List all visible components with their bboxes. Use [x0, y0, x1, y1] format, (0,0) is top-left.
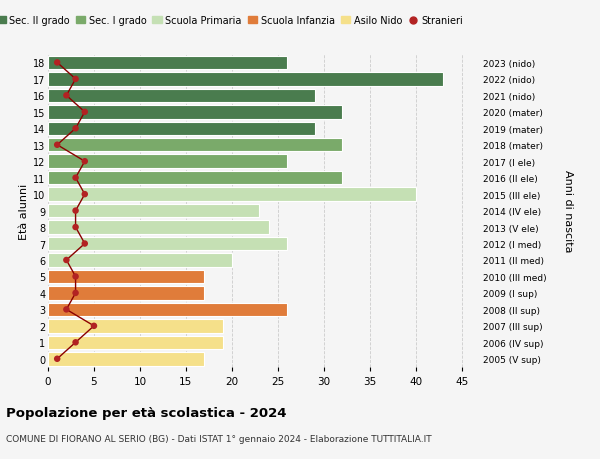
Legend: Sec. II grado, Sec. I grado, Scuola Primaria, Scuola Infanzia, Asilo Nido, Stran: Sec. II grado, Sec. I grado, Scuola Prim…	[0, 16, 463, 26]
Point	[71, 339, 80, 346]
Bar	[48, 139, 342, 152]
Bar	[48, 155, 287, 168]
Bar	[48, 352, 204, 366]
Point	[80, 109, 89, 116]
Bar	[48, 286, 204, 300]
Bar	[48, 221, 269, 234]
Point	[62, 257, 71, 264]
Text: Popolazione per età scolastica - 2024: Popolazione per età scolastica - 2024	[6, 406, 287, 419]
Point	[71, 224, 80, 231]
Point	[71, 290, 80, 297]
Bar	[48, 122, 314, 136]
Point	[52, 142, 62, 149]
Bar	[48, 188, 416, 202]
Point	[80, 158, 89, 166]
Point	[80, 191, 89, 198]
Y-axis label: Età alunni: Età alunni	[19, 183, 29, 239]
Bar	[48, 303, 287, 316]
Bar	[48, 73, 443, 86]
Y-axis label: Anni di nascita: Anni di nascita	[563, 170, 573, 252]
Point	[62, 92, 71, 100]
Point	[62, 306, 71, 313]
Bar	[48, 336, 223, 349]
Bar	[48, 56, 287, 70]
Point	[71, 125, 80, 133]
Point	[89, 323, 99, 330]
Point	[71, 174, 80, 182]
Point	[71, 76, 80, 84]
Bar	[48, 237, 287, 251]
Point	[52, 60, 62, 67]
Bar	[48, 254, 232, 267]
Bar	[48, 90, 314, 103]
Point	[52, 355, 62, 363]
Point	[71, 207, 80, 215]
Bar	[48, 172, 342, 185]
Point	[71, 273, 80, 280]
Point	[80, 241, 89, 248]
Bar	[48, 204, 259, 218]
Bar	[48, 319, 223, 333]
Text: COMUNE DI FIORANO AL SERIO (BG) - Dati ISTAT 1° gennaio 2024 - Elaborazione TUTT: COMUNE DI FIORANO AL SERIO (BG) - Dati I…	[6, 434, 431, 443]
Bar	[48, 106, 342, 119]
Bar	[48, 270, 204, 284]
